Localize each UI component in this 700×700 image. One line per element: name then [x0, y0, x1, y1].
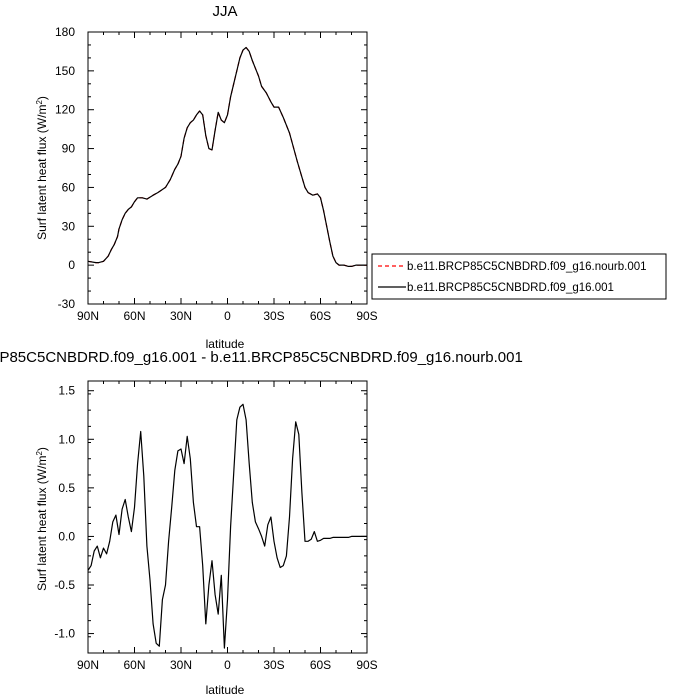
bottom-plot-frame	[87, 380, 368, 654]
bottom-xtick-label: 30S	[263, 658, 284, 672]
top-ytick-label: 180	[55, 25, 75, 39]
top-xtick-label: 60N	[123, 309, 145, 323]
bottom-ylabel: Surf latent heat flux (W/m2)	[35, 447, 49, 591]
top-xtick-label: 30N	[170, 309, 192, 323]
bottom-ytick-label: -1.0	[54, 627, 75, 641]
bottom-xtick-label: 90S	[356, 658, 377, 672]
bottom-ytick-label: 0.0	[58, 529, 75, 543]
legend-label-nourb: b.e11.BRCP85C5CNBDRD.f09_g16.nourb.001	[407, 261, 647, 273]
top-ytick-label: 0	[68, 258, 75, 272]
top-xtick-label: 0	[224, 309, 231, 323]
top-ylabel-main: Surf latent heat flux (W/m	[35, 105, 49, 240]
top-ylabel: Surf latent heat flux (W/m2)	[35, 96, 49, 240]
bottom-panel: b.e11.BRCP85C5CNBDRD.f09_g16.001 - b.e11…	[0, 349, 523, 697]
bottom-ylabel-close: )	[35, 447, 49, 451]
top-ylabel-sup: 2	[35, 100, 44, 105]
top-series-line-0	[87, 46, 367, 267]
bottom-xtick-label: 60N	[123, 658, 145, 672]
bottom-ylabel-main: Surf latent heat flux (W/m	[35, 456, 49, 591]
top-title: JJA	[212, 3, 237, 20]
bottom-xlabel: latitude	[206, 683, 245, 697]
bottom-ticks: 90N 60N 30N 0 30S 60S 90S -1.0 -0.5 0.0 0.5 1.0 1.5	[54, 381, 378, 672]
bottom-xtick-label: 0	[224, 658, 231, 672]
top-xlabel: latitude	[206, 337, 245, 351]
bottom-lines	[87, 403, 367, 649]
top-ytick-label: 120	[55, 103, 75, 117]
top-xtick-label: 60S	[310, 309, 331, 323]
bottom-series-line-0	[87, 403, 367, 649]
bottom-ytick-label: 1.5	[58, 384, 75, 398]
legend-box	[371, 253, 667, 300]
top-ytick-label: 30	[62, 219, 76, 233]
legend: b.e11.BRCP85C5CNBDRD.f09_g16.nourb.001 b…	[371, 253, 667, 300]
bottom-title: b.e11.BRCP85C5CNBDRD.f09_g16.001 - b.e11…	[0, 349, 523, 366]
top-xtick-label: 90N	[77, 309, 99, 323]
top-ylabel-close: )	[35, 96, 49, 100]
bottom-ytick-label: 1.0	[58, 432, 75, 446]
top-xtick-label: 30S	[263, 309, 284, 323]
top-ytick-label: 60	[62, 180, 76, 194]
top-plot-frame	[87, 31, 368, 305]
top-xtick-label: 90S	[356, 309, 377, 323]
bottom-xtick-label: 90N	[77, 658, 99, 672]
bottom-ytick-label: -0.5	[54, 578, 75, 592]
top-ticks: 90N 60N 30N 0 30S 60S 90S -30 0 30 60 90 120 150 180	[55, 25, 378, 323]
bottom-xtick-label: 60S	[310, 658, 331, 672]
bottom-ytick-label: 0.5	[58, 481, 75, 495]
top-ytick-label: 150	[55, 64, 75, 78]
top-lines	[87, 46, 367, 267]
top-series-line-1	[87, 46, 367, 267]
legend-label-control: b.e11.BRCP85C5CNBDRD.f09_g16.001	[407, 282, 614, 294]
bottom-ylabel-sup: 2	[35, 451, 44, 456]
top-panel: JJA latitude Surf latent heat flux (W/m2…	[35, 3, 378, 351]
bottom-xtick-label: 30N	[170, 658, 192, 672]
top-ytick-label: -30	[58, 297, 76, 311]
top-ytick-label: 90	[62, 142, 76, 156]
